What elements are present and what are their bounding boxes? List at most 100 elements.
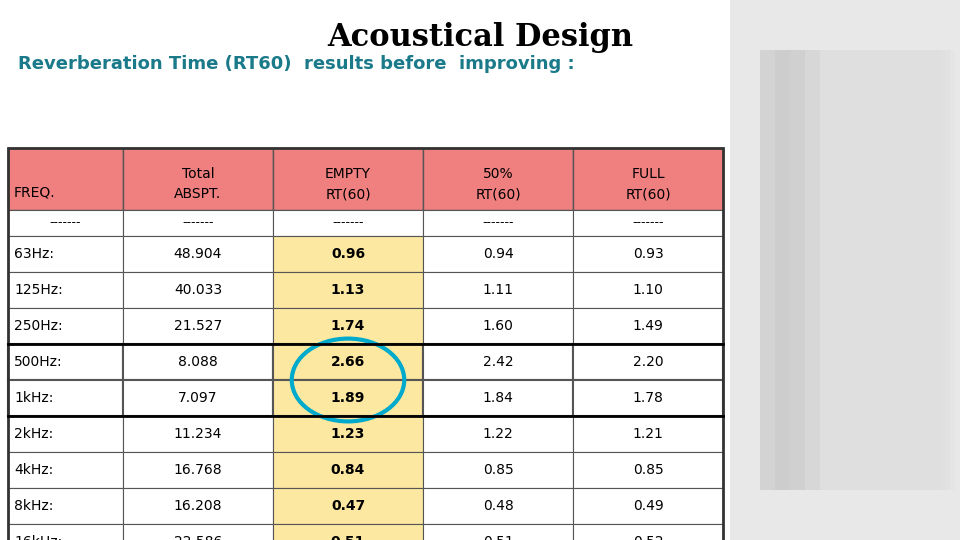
Bar [423,210,573,236]
Text: 0.84: 0.84 [331,463,365,477]
Bar [123,308,273,344]
Bar [573,148,723,210]
Text: 40.033: 40.033 [174,283,222,297]
Bar [573,416,723,452]
Text: 0.93: 0.93 [633,247,663,261]
Bar [573,308,723,344]
Bar [123,236,273,272]
Bar [123,488,273,524]
Text: 0.47: 0.47 [331,499,365,513]
Text: 1.10: 1.10 [633,283,663,297]
Bar [123,416,273,452]
Text: 1.21: 1.21 [633,427,663,441]
Bar [790,50,950,490]
Bar [123,210,273,236]
Bar [123,524,273,540]
Bar [273,452,423,488]
Text: 8.088: 8.088 [179,355,218,369]
Bar [123,148,273,210]
Text: 1.22: 1.22 [483,427,514,441]
Bar [273,416,423,452]
Bar [8,416,123,452]
Text: 500Hz:: 500Hz: [14,355,62,369]
Bar [775,50,945,490]
Text: 1.74: 1.74 [331,319,365,333]
Text: 4kHz:: 4kHz: [14,463,53,477]
Bar [8,308,123,344]
Text: 11.234: 11.234 [174,427,222,441]
Bar [273,488,423,524]
Bar [820,50,960,490]
Text: 0.51: 0.51 [331,535,365,540]
Bar [573,488,723,524]
Bar [8,344,123,380]
Text: 22.586: 22.586 [174,535,222,540]
Bar [423,488,573,524]
Text: 2.20: 2.20 [633,355,663,369]
Bar [760,50,940,490]
Text: 63Hz:: 63Hz: [14,247,54,261]
Bar [573,344,723,380]
Text: 1kHz:: 1kHz: [14,391,54,405]
Text: 2.66: 2.66 [331,355,365,369]
Bar [423,308,573,344]
Bar [273,344,423,380]
Text: 16.768: 16.768 [174,463,223,477]
Text: 50%: 50% [483,167,514,181]
Bar [8,148,123,210]
Bar [423,344,573,380]
Bar [8,148,723,540]
Bar [423,272,573,308]
Text: 7.097: 7.097 [179,391,218,405]
Text: -------: ------- [482,217,514,230]
Bar [8,488,123,524]
Text: 1.23: 1.23 [331,427,365,441]
Bar [123,380,273,416]
Text: -------: ------- [50,217,82,230]
Bar [573,380,723,416]
Bar [8,272,123,308]
Text: -------: ------- [182,217,214,230]
Bar [573,452,723,488]
Text: 2.42: 2.42 [483,355,514,369]
Bar [573,236,723,272]
Text: 125Hz:: 125Hz: [14,283,62,297]
Bar [423,452,573,488]
Text: FULL: FULL [631,167,665,181]
Text: 250Hz:: 250Hz: [14,319,62,333]
Text: Acoustical Design: Acoustical Design [327,22,633,53]
Text: -------: ------- [633,217,663,230]
Text: 1.89: 1.89 [331,391,365,405]
Bar [8,524,123,540]
Bar [8,210,123,236]
Bar [573,210,723,236]
Text: 1.49: 1.49 [633,319,663,333]
Text: 21.527: 21.527 [174,319,222,333]
Bar [8,236,123,272]
Text: 1.60: 1.60 [483,319,514,333]
Bar [423,524,573,540]
Bar [123,272,273,308]
Bar [730,0,960,540]
Text: Total: Total [181,167,214,181]
Text: -------: ------- [332,217,364,230]
Bar [423,380,573,416]
Text: Reverberation Time (RT60)  results before  improving :: Reverberation Time (RT60) results before… [18,55,575,73]
Bar [123,344,273,380]
Text: 0.52: 0.52 [633,535,663,540]
Bar [273,380,423,416]
Text: 0.85: 0.85 [483,463,514,477]
Text: 16.208: 16.208 [174,499,223,513]
Text: 0.51: 0.51 [483,535,514,540]
Text: 1.78: 1.78 [633,391,663,405]
Bar [423,148,573,210]
Text: 1.84: 1.84 [483,391,514,405]
Text: RT(60): RT(60) [625,187,671,201]
Text: FREQ.: FREQ. [14,186,56,200]
Text: 0.94: 0.94 [483,247,514,261]
Text: 16kHz:: 16kHz: [14,535,62,540]
Text: 0.85: 0.85 [633,463,663,477]
Text: RT(60): RT(60) [325,187,371,201]
Bar [273,148,423,210]
Bar [273,524,423,540]
